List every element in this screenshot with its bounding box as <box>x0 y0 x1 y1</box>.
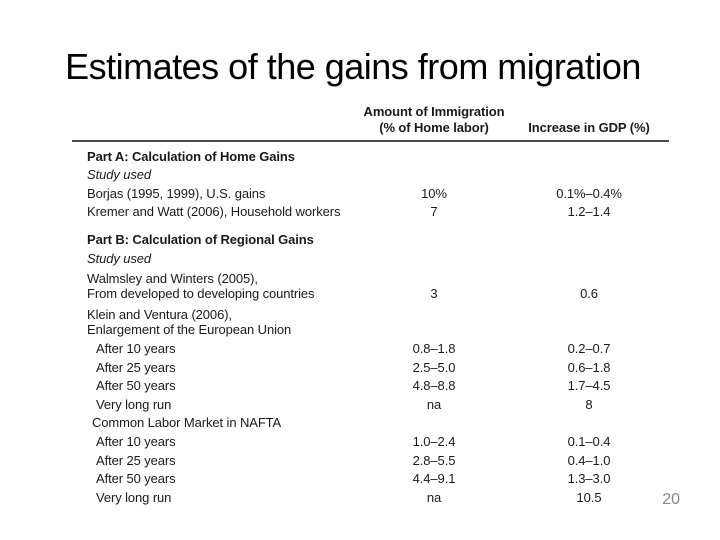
table-body: Part A: Calculation of Home Gains Study … <box>72 142 669 507</box>
row-gdp: 8 <box>585 396 593 412</box>
row-gdp: 0.1%–0.4% <box>556 185 622 201</box>
row-gdp: 0.6–1.8 <box>567 359 611 375</box>
table-row: After 10 years 1.0–2.4 0.1–0.4 <box>72 433 669 452</box>
row-label: After 50 years <box>96 378 176 394</box>
row-label: Very long run <box>96 489 172 505</box>
row-gdp: 1.7–4.5 <box>567 378 611 394</box>
table-row: Common Labor Market in NAFTA <box>72 414 669 433</box>
row-label: Borjas (1995, 1999), U.S. gains <box>87 185 266 201</box>
table-row: After 10 years 0.8–1.8 0.2–0.7 <box>72 340 669 359</box>
row-label: Kremer and Watt (2006), Household worker… <box>87 204 341 220</box>
column-header-immigration-line1: Amount of Immigration <box>363 104 505 119</box>
row-amount: 1.0–2.4 <box>412 434 456 450</box>
table-row: Kremer and Watt (2006), Household worker… <box>72 203 669 222</box>
row-amount: na <box>426 396 442 412</box>
table-row: Study used <box>72 166 669 185</box>
row-gdp: 10.5 <box>576 489 602 505</box>
row-label: Klein and Ventura (2006), Enlargement of … <box>87 306 292 338</box>
row-label: Study used <box>87 167 152 183</box>
row-amount: na <box>426 489 442 505</box>
row-label: Part A: Calculation of Home Gains <box>87 148 295 164</box>
row-amount: 4.8–8.8 <box>412 378 456 394</box>
row-gdp: 0.4–1.0 <box>567 452 611 468</box>
page-number: 20 <box>662 491 680 508</box>
row-amount: 4.4–9.1 <box>412 471 456 487</box>
table-row: After 50 years 4.8–8.8 1.7–4.5 <box>72 377 669 396</box>
row-gdp: 1.2–1.4 <box>567 204 611 220</box>
migration-gains-table: Amount of Immigration (% of Home labor) … <box>72 104 669 507</box>
table-row: Study used <box>72 249 669 268</box>
row-gdp: 0.6 <box>580 286 598 302</box>
table-row: Klein and Ventura (2006), Enlargement of … <box>72 304 669 340</box>
column-header-study-spacer <box>72 104 359 136</box>
row-label: After 10 years <box>96 341 176 357</box>
row-label: Very long run <box>96 396 172 412</box>
row-label: Study used <box>87 250 152 266</box>
column-header-immigration-line2: (% of Home labor) <box>379 120 489 135</box>
row-label: Common Labor Market in NAFTA <box>92 415 282 431</box>
column-header-gdp: Increase in GDP (%) <box>528 120 650 135</box>
row-amount: 7 <box>430 204 438 220</box>
table-row: Walmsley and Winters (2005), From develop… <box>72 268 669 304</box>
row-gdp: 0.1–0.4 <box>567 434 611 450</box>
table-row: After 50 years 4.4–9.1 1.3–3.0 <box>72 470 669 489</box>
row-gdp: 1.3–3.0 <box>567 471 611 487</box>
row-label: Part B: Calculation of Regional Gains <box>87 231 314 247</box>
table-row: Borjas (1995, 1999), U.S. gains 10% 0.1%… <box>72 184 669 203</box>
row-amount: 3 <box>430 286 438 302</box>
row-amount: 2.5–5.0 <box>412 359 456 375</box>
table-header: Amount of Immigration (% of Home labor) … <box>72 104 669 142</box>
row-gdp: 0.2–0.7 <box>567 341 611 357</box>
row-amount: 10% <box>421 185 447 201</box>
row-label: After 50 years <box>96 471 176 487</box>
row-label: After 25 years <box>96 452 176 468</box>
slide-title: Estimates of the gains from migration <box>65 46 641 87</box>
row-label: After 10 years <box>96 434 176 450</box>
row-label: Walmsley and Winters (2005), From develop… <box>87 270 315 302</box>
table-row: After 25 years 2.8–5.5 0.4–1.0 <box>72 451 669 470</box>
column-header-immigration: Amount of Immigration (% of Home labor) <box>359 104 509 136</box>
row-label: After 25 years <box>96 359 176 375</box>
table-row: After 25 years 2.5–5.0 0.6–1.8 <box>72 358 669 377</box>
row-amount: 2.8–5.5 <box>412 452 456 468</box>
table-row: Very long run na 10.5 <box>72 488 669 507</box>
table-row: Part B: Calculation of Regional Gains <box>72 230 669 249</box>
row-amount: 0.8–1.8 <box>412 341 456 357</box>
table-row: Very long run na 8 <box>72 395 669 414</box>
table-row: Part A: Calculation of Home Gains <box>72 147 669 166</box>
